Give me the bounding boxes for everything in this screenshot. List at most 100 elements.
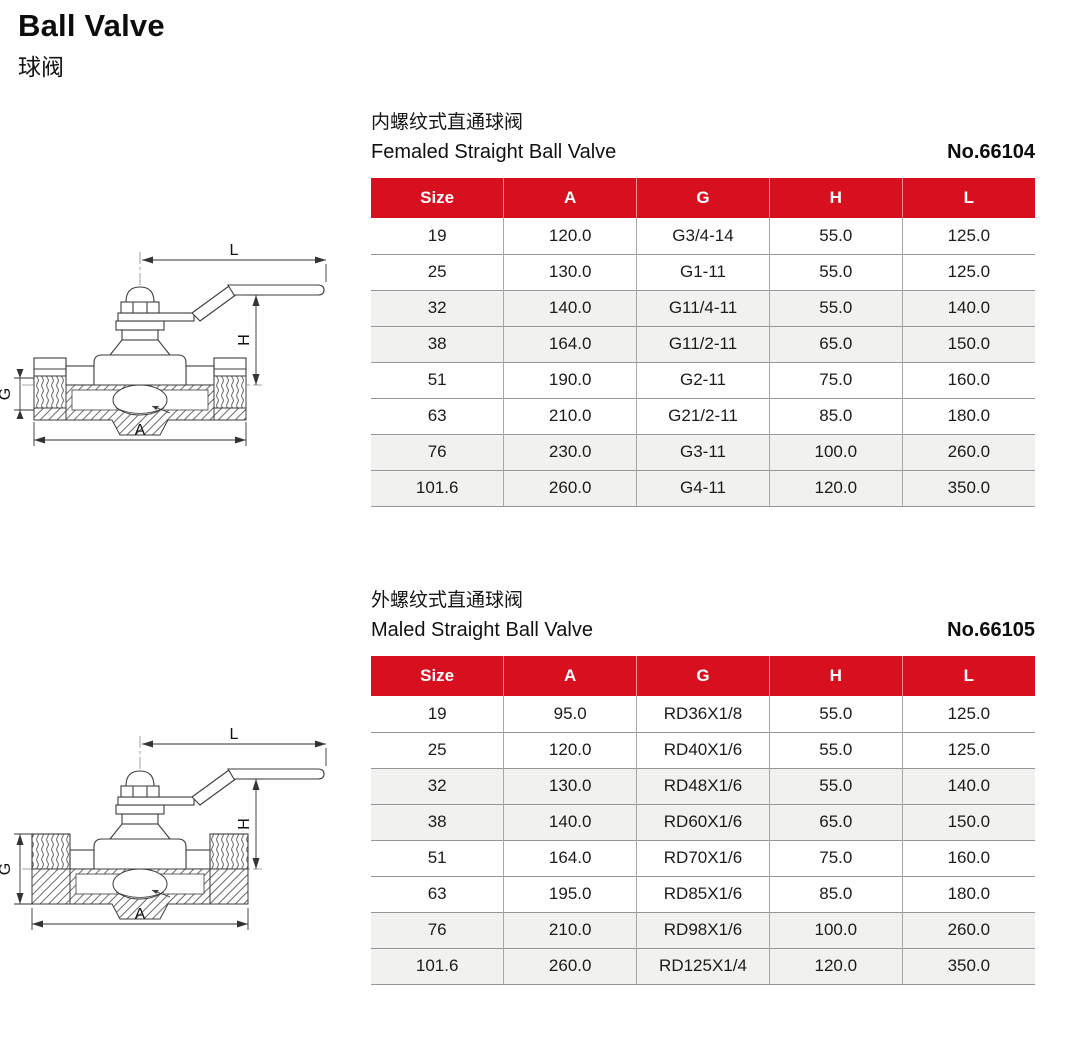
table-cell: 350.0 — [901, 469, 1035, 507]
table-cell: 63 — [371, 397, 504, 434]
table-cell: 100.0 — [768, 911, 903, 948]
header-cell: L — [901, 656, 1035, 696]
table-cell: RD85X1/6 — [636, 875, 770, 912]
header-cell: H — [768, 178, 903, 218]
dimension-a: A — [31, 906, 249, 930]
dimension-h: H — [236, 294, 263, 385]
table-header-row: Size A G H L — [371, 656, 1035, 696]
table-cell: 32 — [371, 289, 504, 326]
table-cell: 55.0 — [768, 696, 903, 732]
header-cell: L — [901, 178, 1035, 218]
table-cell: G2-11 — [636, 361, 770, 398]
dim-label-h: H — [236, 818, 253, 830]
table-cell: 260.0 — [901, 433, 1035, 470]
table-cell: 85.0 — [768, 397, 903, 434]
valve-body — [33, 284, 325, 386]
table-cell: 65.0 — [768, 803, 903, 840]
table-cell: RD70X1/6 — [636, 839, 770, 876]
table-cell: RD48X1/6 — [636, 767, 770, 804]
section-female-valve: 内螺纹式直通球阀 Femaled Straight Ball Valve No.… — [371, 110, 1035, 507]
dimension-a: A — [33, 422, 247, 446]
header-cell: A — [503, 178, 637, 218]
table-cell: RD98X1/6 — [636, 911, 770, 948]
spec-table-female: Size A G H L 19 120.0 G3/4-14 55.0 125.0 25 130.0 G1… — [371, 178, 1035, 507]
dim-label-a: A — [135, 906, 146, 923]
table-cell: 140.0 — [503, 803, 637, 840]
dimension-l: L — [142, 726, 327, 766]
table-cell: 190.0 — [503, 361, 637, 398]
model-number: No.66105 — [947, 619, 1035, 641]
table-cell: 25 — [371, 253, 504, 290]
dim-label-g: G — [0, 388, 14, 400]
table-cell: G1-11 — [636, 253, 770, 290]
dim-label-a: A — [135, 422, 146, 439]
section-cut — [31, 868, 249, 920]
table-cell: G11/2-11 — [636, 325, 770, 362]
table-cell: 260.0 — [503, 469, 637, 507]
table-row: 101.6 260.0 G4-11 120.0 350.0 — [371, 469, 1035, 507]
header-cell: H — [768, 656, 903, 696]
table-row: 38 164.0 G11/2-11 65.0 150.0 — [371, 325, 1035, 362]
table-row: 51 164.0 RD70X1/6 75.0 160.0 — [371, 839, 1035, 876]
table-cell: 140.0 — [901, 767, 1035, 804]
table-row: 76 230.0 G3-11 100.0 260.0 — [371, 433, 1035, 470]
header-cell: G — [636, 656, 770, 696]
table-cell: 160.0 — [901, 839, 1035, 876]
section-title-en: Maled Straight Ball Valve — [371, 619, 593, 641]
table-cell: 125.0 — [901, 253, 1035, 290]
table-cell: 55.0 — [768, 767, 903, 804]
table-cell: 55.0 — [768, 253, 903, 290]
dim-label-l: L — [230, 726, 239, 743]
table-cell: 95.0 — [503, 696, 637, 732]
table-cell: 130.0 — [503, 767, 637, 804]
table-cell: 260.0 — [503, 947, 637, 985]
table-header-row: Size A G H L — [371, 178, 1035, 218]
header-cell: Size — [371, 656, 504, 696]
table-cell: 76 — [371, 433, 504, 470]
table-row: 38 140.0 RD60X1/6 65.0 150.0 — [371, 803, 1035, 840]
section-title-zh: 外螺纹式直通球阀 — [371, 590, 524, 611]
table-row: 32 140.0 G11/4-11 55.0 140.0 — [371, 289, 1035, 326]
table-cell: 180.0 — [901, 397, 1035, 434]
header-cell: Size — [371, 178, 504, 218]
model-number: No.66104 — [947, 141, 1035, 163]
table-cell: 75.0 — [768, 839, 903, 876]
table-cell: RD36X1/8 — [636, 696, 770, 732]
table-cell: 350.0 — [901, 947, 1035, 985]
table-cell: 75.0 — [768, 361, 903, 398]
table-cell: 164.0 — [503, 839, 637, 876]
table-row: 63 210.0 G21/2-11 85.0 180.0 — [371, 397, 1035, 434]
table-row: 25 130.0 G1-11 55.0 125.0 — [371, 253, 1035, 290]
table-cell: 25 — [371, 731, 504, 768]
table-cell: G3/4-14 — [636, 218, 770, 254]
table-cell: 195.0 — [503, 875, 637, 912]
section-title-en: Femaled Straight Ball Valve — [371, 141, 617, 163]
table-cell: G21/2-11 — [636, 397, 770, 434]
section-title-row: Maled Straight Ball Valve No.66105 — [371, 617, 1035, 643]
table-cell: 140.0 — [901, 289, 1035, 326]
table-row: 19 120.0 G3/4-14 55.0 125.0 — [371, 218, 1035, 254]
table-row: 101.6 260.0 RD125X1/4 120.0 350.0 — [371, 947, 1035, 985]
table-cell: 125.0 — [901, 731, 1035, 768]
section-male-valve: 外螺纹式直通球阀 Maled Straight Ball Valve No.66… — [371, 588, 1035, 985]
table-cell: 38 — [371, 325, 504, 362]
table-cell: 210.0 — [503, 911, 637, 948]
table-cell: 63 — [371, 875, 504, 912]
dim-label-h: H — [236, 334, 253, 346]
table-cell: 51 — [371, 361, 504, 398]
table-cell: 150.0 — [901, 325, 1035, 362]
table-cell: 55.0 — [768, 731, 903, 768]
table-cell: 210.0 — [503, 397, 637, 434]
header-cell: A — [503, 656, 637, 696]
table-row: 32 130.0 RD48X1/6 55.0 140.0 — [371, 767, 1035, 804]
table-cell: 230.0 — [503, 433, 637, 470]
table-cell: 120.0 — [768, 947, 903, 985]
table-cell: 150.0 — [901, 803, 1035, 840]
table-cell: 38 — [371, 803, 504, 840]
section-title-row: Femaled Straight Ball Valve No.66104 — [371, 139, 1035, 165]
table-cell: 55.0 — [768, 218, 903, 254]
table-row: 25 120.0 RD40X1/6 55.0 125.0 — [371, 731, 1035, 768]
spec-table-male: Size A G H L 19 95.0 RD36X1/8 55.0 125.0 25 120.0 RD… — [371, 656, 1035, 985]
table-cell: 19 — [371, 218, 504, 254]
